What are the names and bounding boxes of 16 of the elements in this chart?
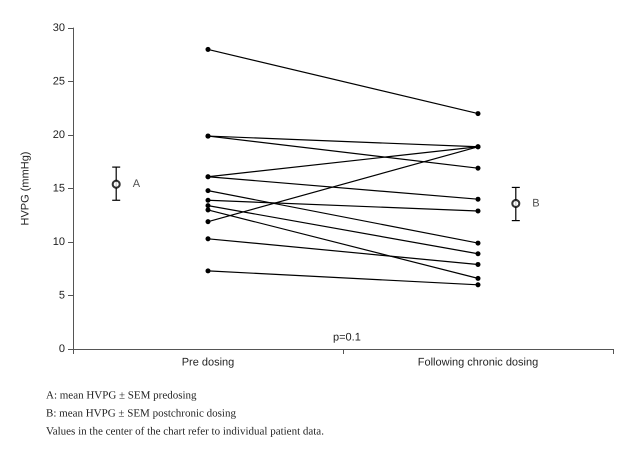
y-tick-label: 0 xyxy=(58,343,65,355)
y-axis-title: HVPG (mmHg) xyxy=(20,152,32,226)
text: B: mean HVPG ± SEM postchronic dosing xyxy=(46,408,236,420)
annotation: p=0.1 xyxy=(333,332,361,344)
y-tick-label: 15 xyxy=(52,182,65,194)
text: Values in the center of the chart refer to individual patient data. xyxy=(46,426,324,438)
series-label: B xyxy=(532,197,540,210)
y-tick-label: 10 xyxy=(52,236,65,248)
y-tick-label: 20 xyxy=(52,129,65,141)
text: A: mean HVPG ± SEM predosing xyxy=(46,390,198,402)
y-tick-label: 25 xyxy=(52,76,65,88)
series-label: A xyxy=(132,178,141,190)
x-tick-label: Pre dosing xyxy=(182,356,234,368)
y-tick-label: 5 xyxy=(58,290,65,302)
x-tick-label: Following chronic dosing xyxy=(418,356,538,368)
y-tick-label: 30 xyxy=(52,22,65,34)
